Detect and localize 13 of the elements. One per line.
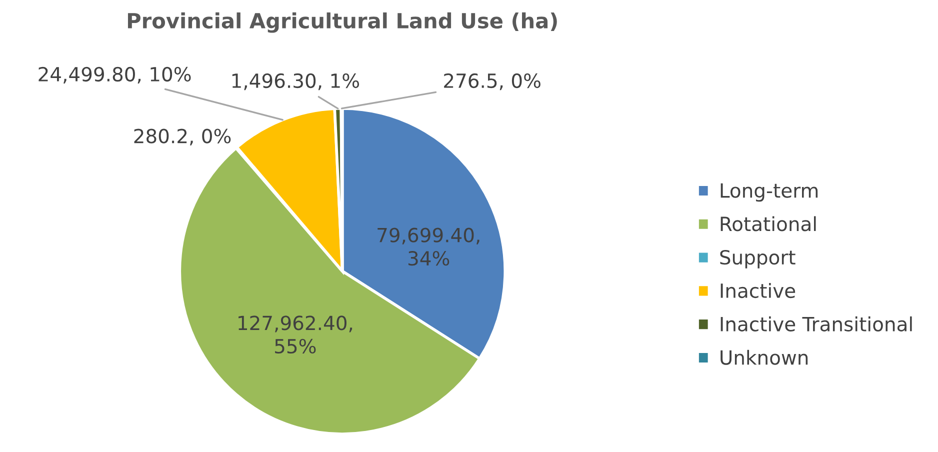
legend-label: Unknown	[720, 350, 808, 365]
legend-label: Long-term	[720, 183, 818, 202]
legend-label: Rotational	[720, 216, 816, 232]
legend-label: Support	[720, 250, 796, 268]
chart-title: Provincial Agricultural Land Use (ha)	[128, 12, 557, 33]
data-label: 127,962.40, 55%	[238, 316, 352, 354]
data-label: 1,496.30, 1%	[232, 73, 360, 90]
legend-label: Inactive	[720, 283, 796, 298]
data-label: 24,499.80, 10%	[38, 66, 191, 84]
legend-label: Inactive Transitional	[720, 316, 912, 332]
data-label: 276.5, 0%	[444, 73, 540, 90]
data-label: 79,699.40, 34%	[378, 228, 480, 266]
data-label: 280.2, 0%	[134, 128, 231, 146]
